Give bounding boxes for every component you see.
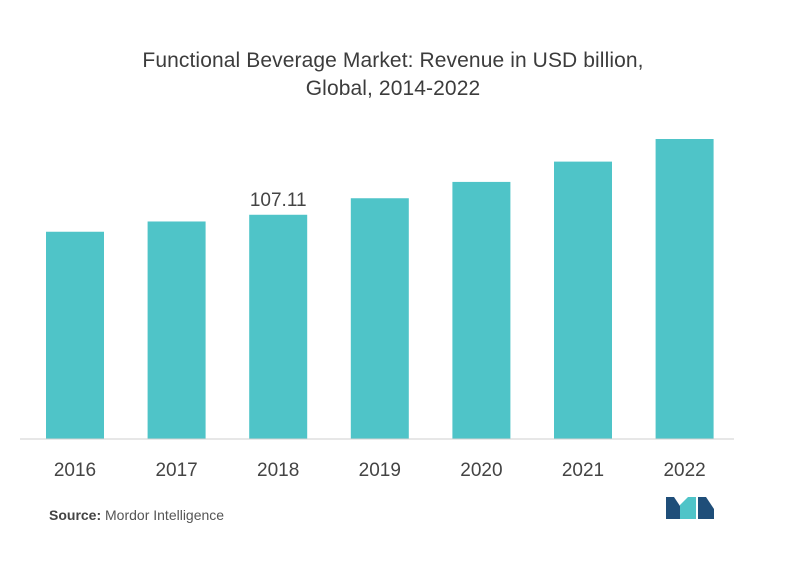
chart-title: Functional Beverage Market: Revenue in U… xyxy=(142,49,644,72)
bar-2017 xyxy=(147,221,206,439)
data-label-2018: 107.11 xyxy=(250,190,307,211)
bar-2021 xyxy=(554,161,612,439)
x-tick-label-2016: 2016 xyxy=(54,460,96,481)
data-labels: 107.11 xyxy=(250,190,307,211)
bar-2020 xyxy=(452,181,511,439)
x-tick-label-2020: 2020 xyxy=(460,460,502,481)
bar-2022 xyxy=(655,139,714,439)
bars-group xyxy=(46,139,714,439)
mordor-intelligence-logo-icon xyxy=(666,497,714,519)
x-tick-label-2017: 2017 xyxy=(155,460,197,481)
x-tick-label-2021: 2021 xyxy=(562,460,604,481)
source-text: Mordor Intelligence xyxy=(101,507,225,523)
chart-subtitle: Global, 2014-2022 xyxy=(305,77,481,100)
x-tick-labels: 2016 2017 2018 2019 2020 2021 2022 xyxy=(54,460,706,481)
x-tick-label-2019: 2019 xyxy=(359,460,401,481)
source-note: Source: Mordor Intelligence xyxy=(49,507,224,523)
x-tick-label-2022: 2022 xyxy=(663,460,705,481)
bar-2016 xyxy=(46,231,104,439)
source-label: Source: xyxy=(49,507,102,523)
x-tick-label-2018: 2018 xyxy=(257,460,299,481)
bar-2018 xyxy=(249,214,308,439)
bar-2019 xyxy=(350,198,409,439)
